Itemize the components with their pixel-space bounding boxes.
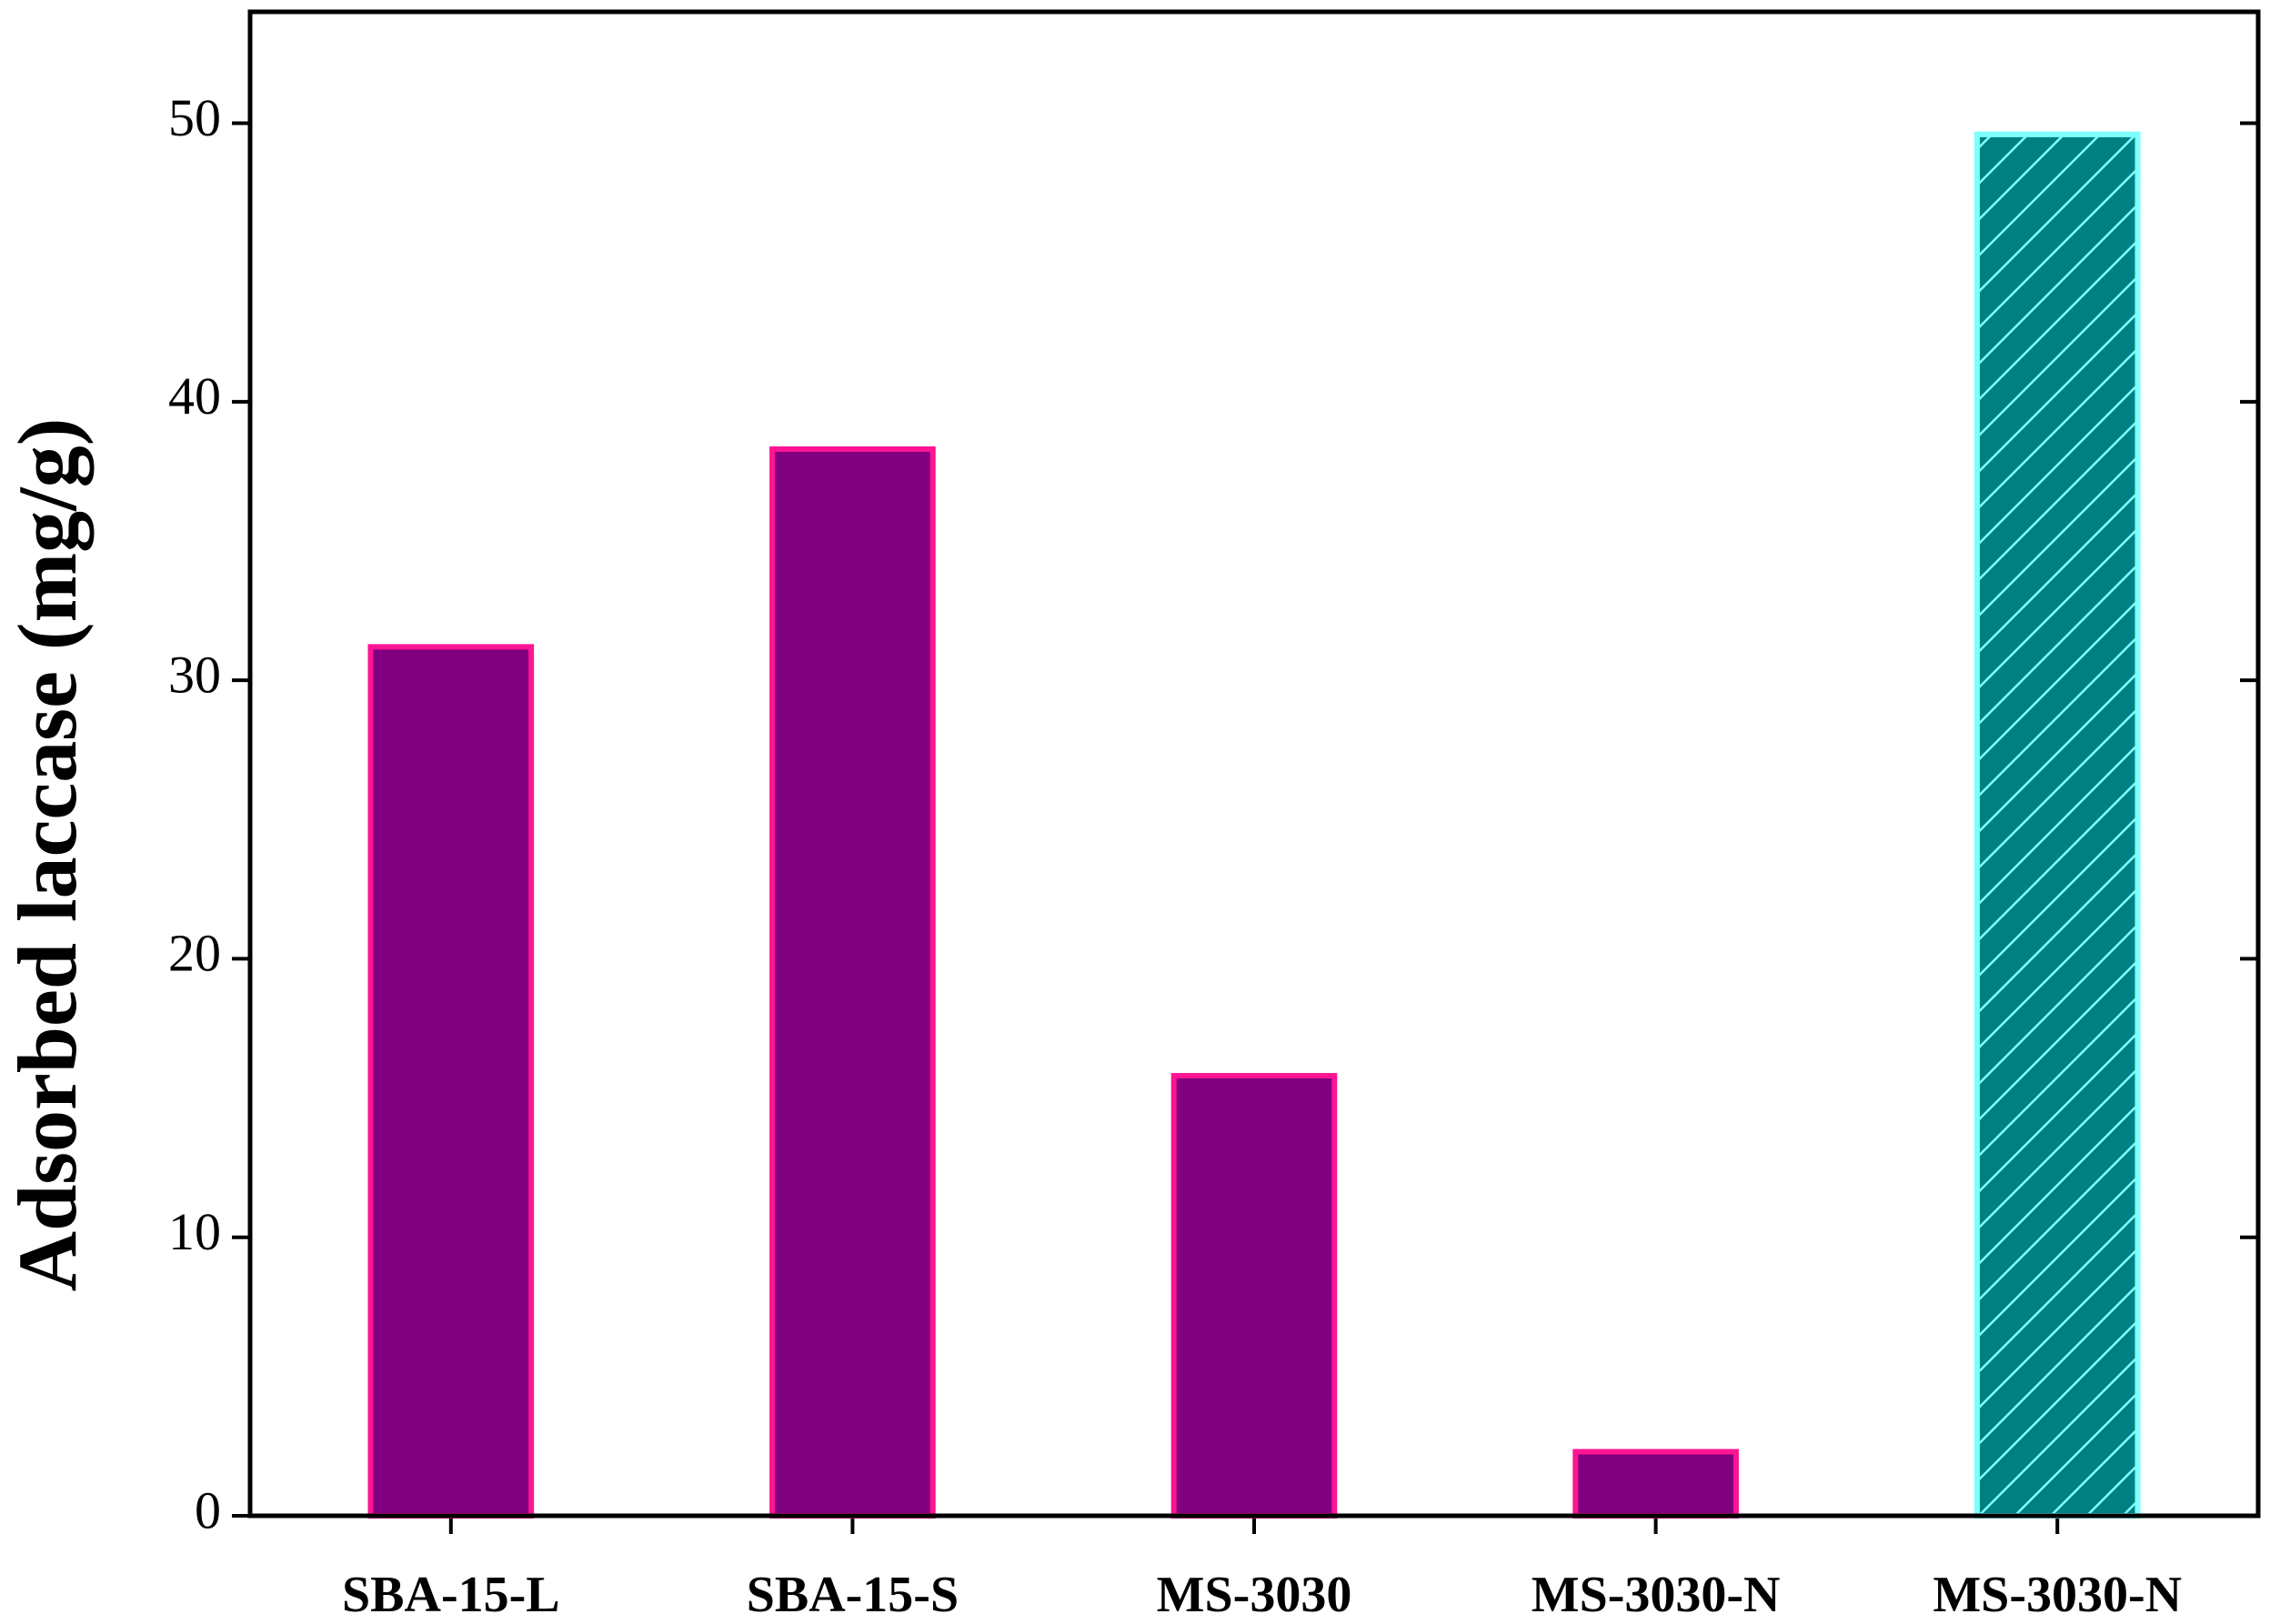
bar-hatch	[1974, 131, 2141, 1519]
plot-frame	[247, 9, 2261, 1519]
x-tick-label: SBA-15-L	[342, 1567, 560, 1623]
y-axis-label: Adsorbed laccase (mg/g)	[1, 418, 94, 1292]
bar	[769, 446, 936, 1519]
x-tick-label: MS-3030	[1157, 1567, 1352, 1623]
bar	[367, 644, 535, 1519]
bar	[1170, 1073, 1338, 1519]
y-tick-label: 20	[168, 924, 221, 983]
y-tick-label: 50	[168, 88, 221, 147]
y-tick-label: 10	[168, 1202, 221, 1261]
x-tick-label: SBA-15-S	[747, 1567, 959, 1623]
x-tick-label: MS-3030-N	[1933, 1567, 2182, 1623]
x-tick-label: MS-3030-N	[1532, 1567, 1781, 1623]
bar	[1572, 1449, 1739, 1519]
y-tick-label: 0	[195, 1480, 221, 1539]
y-tick-label: 40	[168, 366, 221, 426]
y-tick-label: 30	[168, 645, 221, 704]
